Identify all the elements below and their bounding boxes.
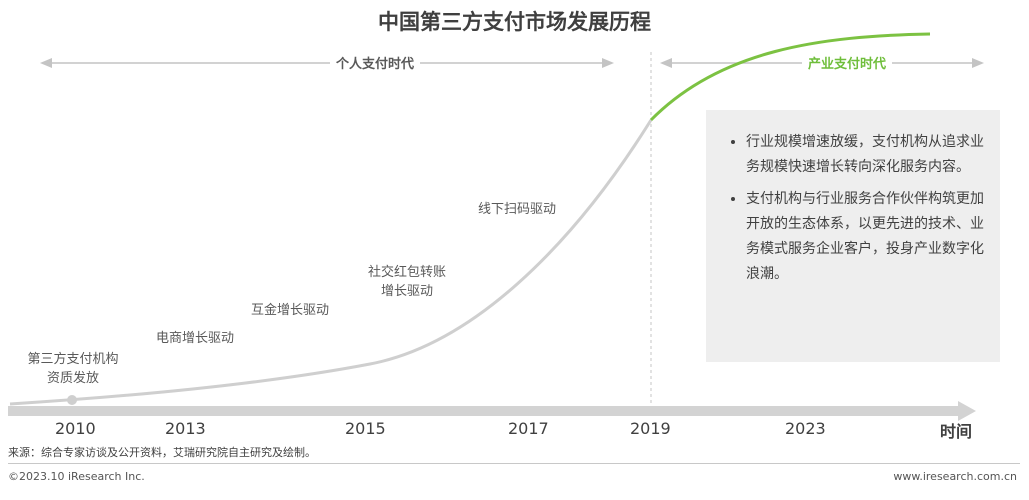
footer-divider: [8, 463, 1020, 464]
x-tick-label: 2017: [508, 419, 549, 438]
x-tick-label: 2019: [630, 419, 671, 438]
x-tick-label: 2015: [345, 419, 386, 438]
milestone-label-line: 线下扫码驱动: [477, 202, 556, 217]
info-box: 行业规模增速放缓，支付机构从追求业务规模快速增长转向深化服务内容。 支付机构与行…: [706, 110, 1000, 362]
milestone-label-2: 电商增长驱动: [140, 329, 250, 348]
time-axis: [8, 401, 976, 421]
personal-era-arrow: [40, 58, 614, 68]
x-tick-label: 2023: [785, 419, 826, 438]
info-list: 行业规模增速放缓，支付机构从追求业务规模快速增长转向深化服务内容。 支付机构与行…: [726, 130, 984, 287]
x-axis-title: 时间: [940, 422, 973, 441]
x-tick-label: 2010: [55, 419, 96, 438]
milestone-label-5: 线下扫码驱动: [462, 200, 572, 219]
x-tick-label: 2013: [165, 419, 206, 438]
source-note: 来源：综合专家访谈及公开资料，艾瑞研究院自主研究及绘制。: [8, 446, 316, 459]
era-label-personal: 个人支付时代: [330, 53, 421, 72]
milestone-label-line: 互金增长驱动: [250, 303, 329, 318]
info-point: 行业规模增速放缓，支付机构从追求业务规模快速增长转向深化服务内容。: [746, 130, 984, 180]
milestone-label-4: 社交红包转账 增长驱动: [352, 263, 462, 301]
series-line-industry: [649, 32, 931, 122]
milestone-label-3: 互金增长驱动: [235, 301, 345, 320]
milestone-label-line: 电商增长驱动: [155, 331, 234, 346]
chart-title: 中国第三方支付市场发展历程: [378, 10, 651, 34]
info-point: 支付机构与行业服务合作伙伴构筑更加开放的生态体系，以更先进的技术、业务模式服务企…: [746, 187, 984, 287]
series-line-personal: [9, 119, 653, 406]
milestone-label-1: 第三方支付机构 资质发放: [18, 350, 128, 388]
copyright: ©2023.10 iResearch Inc.: [8, 470, 145, 483]
milestone-label-line: 第三方支付机构: [27, 352, 119, 367]
website-link[interactable]: www.iresearch.com.cn: [893, 470, 1017, 483]
milestone-label-line: 资质发放: [46, 371, 99, 386]
milestone-label-line: 增长驱动: [380, 284, 433, 299]
milestone-label-line: 社交红包转账: [367, 265, 446, 280]
era-label-industry: 产业支付时代: [802, 53, 893, 72]
milestone-point-2010: [67, 395, 77, 405]
